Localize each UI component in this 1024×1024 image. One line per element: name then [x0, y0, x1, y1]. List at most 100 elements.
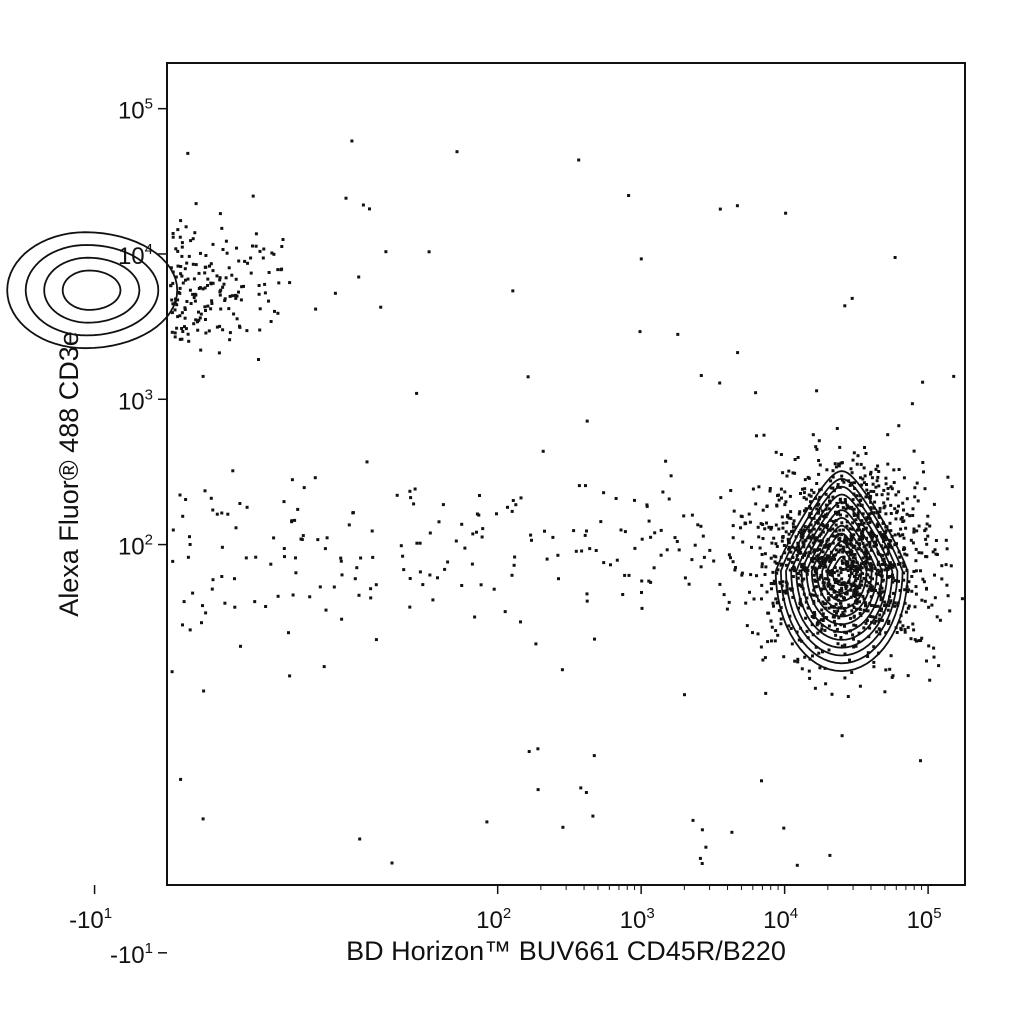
- event-dot: [780, 562, 783, 566]
- event-dot: [906, 625, 910, 629]
- event-dot: [244, 556, 248, 560]
- event-dot: [640, 579, 644, 583]
- event-dot: [775, 561, 779, 565]
- event-dot: [171, 281, 175, 285]
- event-dot: [840, 734, 844, 738]
- event-dot: [790, 560, 794, 564]
- event-dot: [864, 495, 868, 499]
- event-dot: [902, 546, 906, 550]
- event-dot: [243, 259, 247, 263]
- event-dot: [408, 489, 412, 493]
- event-dot: [898, 620, 902, 624]
- event-dot: [791, 556, 795, 559]
- event-dot: [776, 568, 780, 572]
- event-dot: [907, 580, 911, 584]
- event-dot: [945, 583, 949, 587]
- event-dot: [888, 601, 892, 605]
- event-dot: [211, 578, 215, 582]
- event-dot: [836, 483, 840, 486]
- event-dot: [834, 465, 838, 469]
- event-dot: [756, 632, 760, 636]
- event-dot: [861, 594, 865, 598]
- event-dot: [675, 540, 679, 543]
- event-dot: [783, 503, 787, 507]
- event-dot: [886, 608, 890, 612]
- event-dot: [843, 535, 847, 539]
- event-dot: [888, 521, 892, 525]
- event-dot: [841, 528, 845, 532]
- event-dot: [718, 582, 722, 586]
- event-dot: [834, 523, 838, 527]
- event-dot: [803, 478, 807, 482]
- event-dot: [835, 593, 839, 597]
- event-dot: [797, 583, 801, 587]
- event-dot: [923, 487, 927, 491]
- event-dot: [249, 256, 253, 260]
- event-dot: [199, 312, 203, 316]
- event-dot: [187, 254, 191, 258]
- event-dot: [839, 544, 843, 548]
- event-dot: [876, 604, 880, 608]
- event-dot: [852, 637, 855, 641]
- event-dot: [880, 563, 884, 566]
- event-dot: [402, 568, 406, 572]
- event-dot: [428, 531, 432, 535]
- event-dot: [749, 573, 753, 577]
- event-dot: [933, 548, 937, 552]
- event-dot: [238, 325, 242, 329]
- event-dot: [583, 533, 587, 537]
- y-axis-title: Alexa Fluor® 488 CD3e: [54, 331, 84, 617]
- event-dot: [876, 525, 880, 528]
- event-dot: [899, 527, 903, 531]
- event-dot: [184, 498, 188, 501]
- event-dot: [725, 607, 729, 611]
- event-dot: [802, 496, 806, 500]
- event-dot: [855, 590, 859, 594]
- event-dot: [888, 575, 892, 578]
- event-dot: [178, 235, 182, 239]
- event-dot: [827, 507, 831, 511]
- event-dot: [769, 556, 773, 560]
- event-dot: [930, 603, 934, 607]
- event-dot: [821, 509, 825, 513]
- event-dot: [902, 519, 906, 523]
- event-dot: [846, 695, 850, 698]
- event-dot: [774, 555, 778, 559]
- event-dot: [919, 759, 922, 763]
- event-dot: [859, 583, 863, 587]
- event-dot: [797, 548, 801, 551]
- event-dot: [782, 655, 786, 659]
- event-dot: [824, 602, 828, 606]
- event-dot: [864, 602, 868, 606]
- event-dot: [270, 251, 274, 255]
- event-dot: [883, 690, 887, 694]
- event-dot: [883, 600, 887, 604]
- event-dot: [322, 665, 326, 669]
- event-dot: [904, 610, 908, 614]
- event-dot: [225, 251, 229, 255]
- event-dot: [171, 302, 175, 306]
- event-dot: [180, 245, 184, 249]
- event-dot: [183, 306, 187, 310]
- event-dot: [775, 571, 779, 575]
- event-dot: [864, 552, 868, 556]
- event-dot: [882, 604, 886, 608]
- event-dot: [893, 604, 897, 608]
- event-dot: [851, 521, 855, 525]
- event-dot: [615, 558, 619, 562]
- event-dot: [834, 633, 838, 637]
- event-dot: [779, 617, 783, 621]
- contour-line: [795, 501, 889, 641]
- event-dot: [912, 449, 916, 453]
- event-dot: [218, 276, 222, 280]
- event-dot: [188, 535, 191, 539]
- event-dot: [262, 247, 266, 251]
- event-dot: [833, 462, 837, 466]
- event-dot: [817, 459, 821, 462]
- event-dot: [176, 228, 180, 232]
- event-dot: [844, 562, 848, 566]
- event-dot: [221, 248, 225, 251]
- event-dot: [822, 602, 826, 606]
- event-dot: [209, 262, 213, 266]
- event-dot: [800, 565, 804, 569]
